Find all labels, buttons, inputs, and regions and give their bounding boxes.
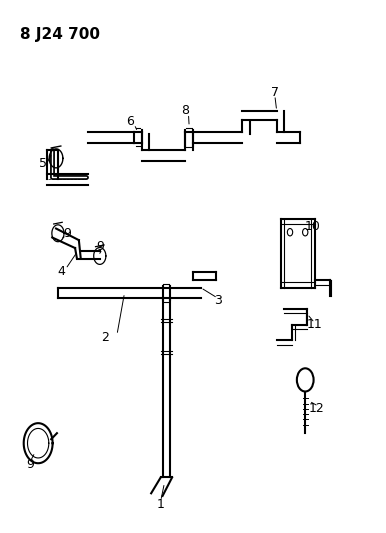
- Text: 11: 11: [307, 318, 323, 331]
- Text: 9: 9: [96, 240, 104, 253]
- Text: 10: 10: [305, 221, 321, 233]
- Text: 8: 8: [181, 104, 189, 117]
- Text: 3: 3: [214, 294, 222, 308]
- Text: 9: 9: [26, 458, 34, 471]
- Text: 5: 5: [39, 157, 47, 170]
- Text: 2: 2: [102, 331, 110, 344]
- Text: 6: 6: [126, 115, 134, 128]
- Text: 9: 9: [63, 227, 71, 240]
- Text: 1: 1: [157, 498, 164, 511]
- Text: 8 J24 700: 8 J24 700: [20, 27, 100, 42]
- Text: 7: 7: [271, 86, 279, 99]
- Text: 12: 12: [309, 402, 325, 415]
- Text: 4: 4: [58, 265, 66, 278]
